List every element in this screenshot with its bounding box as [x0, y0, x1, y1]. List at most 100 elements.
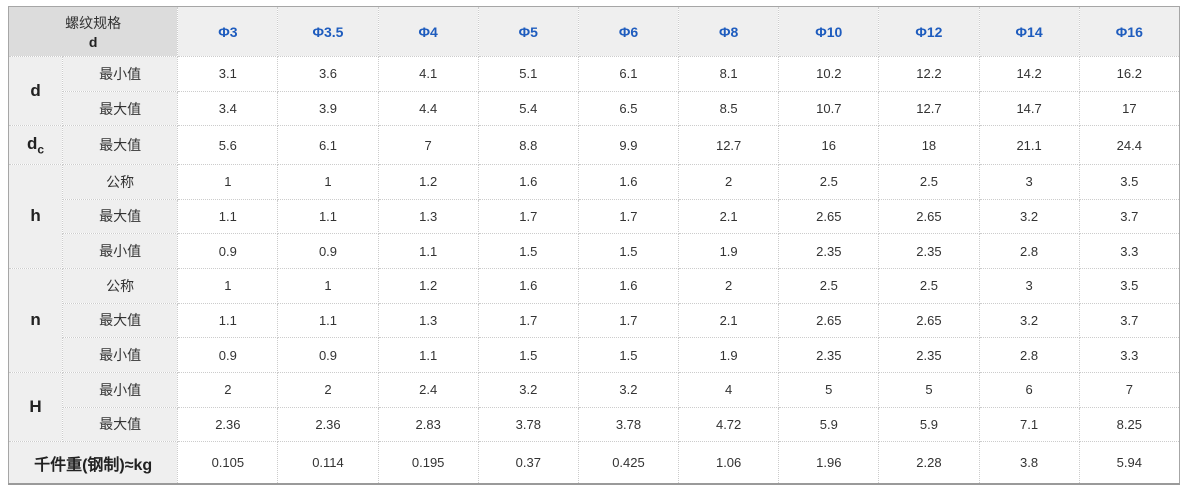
value-cell: 2	[177, 371, 279, 408]
corner-header-line2: d	[88, 34, 98, 50]
value-cell: 9.9	[577, 125, 680, 165]
value-cell: 1.6	[577, 163, 680, 200]
value-cell: 17	[1078, 90, 1181, 127]
value-cell: 5	[778, 371, 880, 408]
column-header: Φ12	[878, 6, 980, 57]
row-sub-label: 公称	[62, 267, 179, 304]
value-cell: 2.8	[978, 337, 1080, 373]
value-cell: 2	[277, 371, 379, 408]
row-sub-label: 最大值	[62, 302, 179, 339]
value-cell: 1.7	[577, 302, 680, 339]
value-cell: 2.35	[778, 233, 880, 269]
value-cell: 0.9	[177, 233, 279, 269]
row-sub-label: 最大值	[62, 125, 179, 165]
value-cell: 1.6	[477, 267, 579, 304]
column-header: Φ16	[1078, 6, 1181, 57]
value-cell: 8.5	[678, 90, 780, 127]
value-cell: 1.1	[177, 302, 279, 339]
row-group-label: h	[7, 163, 64, 269]
value-cell: 2.5	[878, 267, 980, 304]
value-cell: 7.1	[978, 406, 1080, 443]
value-cell: 3.2	[978, 198, 1080, 235]
value-cell: 3	[978, 163, 1080, 200]
footer-label: 千件重(钢制)≈kg	[7, 441, 179, 485]
value-cell: 5.9	[878, 406, 980, 443]
column-header: Φ6	[577, 6, 680, 57]
table-row: n 公称 1 1 1.2 1.6 1.6 2 2.5 2.5 3 3.5	[7, 267, 1181, 373]
value-cell: 14.7	[978, 90, 1080, 127]
table-row: 最大值 1.1 1.1 1.3 1.7 1.7 2.1 2.65 2.65 3.2 3.7	[9, 302, 1181, 339]
value-cell: 1.6	[577, 267, 680, 304]
value-cell: 2.35	[878, 337, 980, 373]
table-row: dc 最大值 5.6 6.1 7 8.8 9.9 12.7 16 18 21.1 24.4	[7, 125, 1181, 165]
value-cell: 1.9	[678, 337, 780, 373]
value-cell: 10.7	[778, 90, 880, 127]
group-symbol: H	[29, 397, 42, 417]
value-cell: 1.2	[377, 163, 479, 200]
value-cell: 2.36	[177, 406, 279, 443]
group-symbol-subscript: c	[37, 142, 45, 157]
footer-row: 千件重(钢制)≈kg 0.105 0.114 0.195 0.37 0.425 1.06 1.…	[7, 441, 1181, 485]
table-header: 螺纹规格 d Φ3 Φ3.5 Φ4 Φ5 Φ6 Φ8 Φ10 Φ12 Φ14 Φ16	[7, 6, 1181, 57]
table-row: 最小值 0.9 0.9 1.1 1.5 1.5 1.9 2.35 2.35 2.8 3.3	[9, 233, 1181, 269]
value-cell: 2.1	[678, 198, 780, 235]
value-cell: 1	[277, 267, 379, 304]
value-cell: 2.28	[878, 441, 980, 485]
value-cell: 6.1	[577, 56, 680, 92]
row-sub-label: 最大值	[62, 90, 179, 127]
value-cell: 3.6	[277, 56, 379, 92]
value-cell: 0.105	[177, 441, 279, 485]
value-cell: 2.65	[878, 198, 980, 235]
column-header: Φ3.5	[277, 6, 379, 57]
value-cell: 2.65	[778, 302, 880, 339]
value-cell: 3.1	[177, 56, 279, 92]
value-cell: 3.7	[1078, 302, 1181, 339]
value-cell: 1	[277, 163, 379, 200]
value-cell: 1.5	[477, 337, 579, 373]
corner-header-cell: 螺纹规格 d	[7, 6, 179, 57]
value-cell: 2.8	[978, 233, 1080, 269]
value-cell: 4.72	[678, 406, 780, 443]
value-cell: 1	[177, 267, 279, 304]
value-cell: 1.3	[377, 198, 479, 235]
value-cell: 2.65	[878, 302, 980, 339]
value-cell: 12.2	[878, 56, 980, 92]
column-header: Φ4	[377, 6, 479, 57]
row-sub-label: 最小值	[62, 337, 179, 373]
value-cell: 14.2	[978, 56, 1080, 92]
value-cell: 1.1	[177, 198, 279, 235]
value-cell: 1.96	[778, 441, 880, 485]
value-cell: 4	[678, 371, 780, 408]
group-symbol: n	[30, 310, 41, 330]
table-row: 最小值 0.9 0.9 1.1 1.5 1.5 1.9 2.35 2.35 2.8 3.3	[9, 337, 1181, 373]
row-sub-label: 最大值	[62, 406, 179, 443]
value-cell: 8.1	[678, 56, 780, 92]
value-cell: 4.1	[377, 56, 479, 92]
value-cell: 1.3	[377, 302, 479, 339]
value-cell: 2.5	[778, 163, 880, 200]
value-cell: 8.8	[477, 125, 579, 165]
value-cell: 12.7	[878, 90, 980, 127]
value-cell: 7	[377, 125, 479, 165]
value-cell: 1	[177, 163, 279, 200]
value-cell: 24.4	[1078, 125, 1181, 165]
value-cell: 5.1	[477, 56, 579, 92]
value-cell: 1.1	[377, 337, 479, 373]
row-sub-label: 公称	[62, 163, 179, 200]
group-symbol: h	[30, 206, 41, 226]
row-sub-label: 最小值	[62, 233, 179, 269]
value-cell: 3.2	[978, 302, 1080, 339]
row-group-label: H	[7, 371, 64, 443]
value-cell: 0.37	[477, 441, 579, 485]
value-cell: 0.425	[577, 441, 680, 485]
value-cell: 2.4	[377, 371, 479, 408]
value-cell: 2	[678, 163, 780, 200]
table-row: h 公称 1 1 1.2 1.6 1.6 2 2.5 2.5 3 3.5	[7, 163, 1181, 269]
value-cell: 1.5	[577, 337, 680, 373]
value-cell: 5	[878, 371, 980, 408]
column-header: Φ14	[978, 6, 1080, 57]
value-cell: 0.195	[377, 441, 479, 485]
table-body: d 最小值 3.1 3.6 4.1 5.1 6.1 8.1 10.2 12.2 14.2 16.2 最大…	[7, 55, 1181, 485]
value-cell: 5.9	[778, 406, 880, 443]
